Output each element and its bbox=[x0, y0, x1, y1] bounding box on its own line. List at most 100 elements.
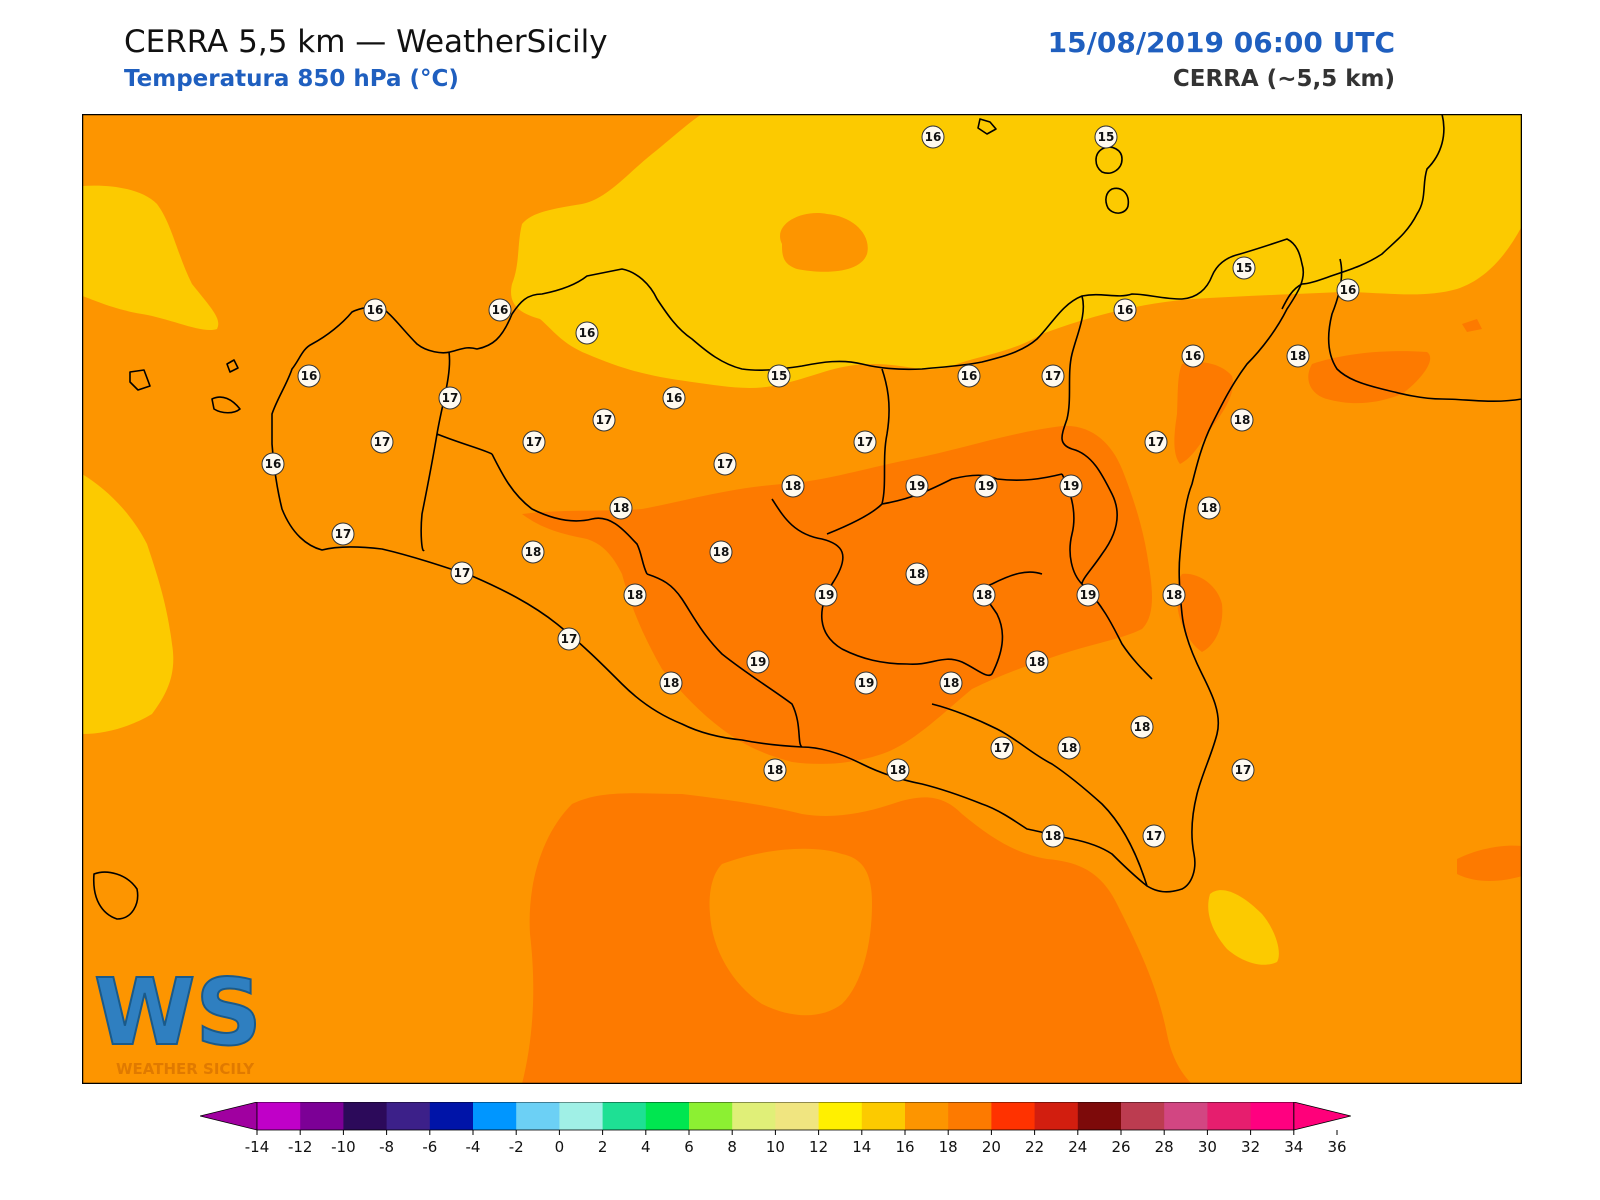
island-ustica bbox=[226, 359, 239, 373]
station-circle bbox=[763, 758, 787, 782]
station-circle bbox=[363, 298, 387, 322]
field-14-16-west bbox=[82, 185, 219, 331]
colorbar-tick-label: 6 bbox=[684, 1138, 694, 1156]
colorbar-segment bbox=[1121, 1102, 1165, 1130]
colorbar-segment bbox=[818, 1102, 863, 1130]
station-value: 16 bbox=[1185, 349, 1202, 363]
station-marker: 16 bbox=[575, 321, 599, 345]
station-marker: 16 bbox=[921, 125, 945, 149]
station-value: 18 bbox=[1045, 829, 1062, 843]
colorbar-tick-label: 26 bbox=[1111, 1138, 1130, 1156]
station-circle bbox=[972, 583, 996, 607]
station-marker: 17 bbox=[713, 452, 737, 476]
colorbar-tick-label: -4 bbox=[466, 1138, 481, 1156]
colorbar-segment bbox=[1207, 1102, 1252, 1130]
field-14-16-north bbox=[511, 114, 1522, 388]
station-value: 16 bbox=[666, 391, 683, 405]
station-circle bbox=[767, 364, 791, 388]
colorbar-tick-label: 12 bbox=[809, 1138, 828, 1156]
station-value: 18 bbox=[1234, 413, 1251, 427]
colorbar-tick-label: -10 bbox=[331, 1138, 356, 1156]
station-circle bbox=[1057, 736, 1081, 760]
island-aeolian-3 bbox=[1105, 187, 1130, 214]
station-marker: 17 bbox=[990, 736, 1014, 760]
station-circle bbox=[1025, 650, 1049, 674]
station-circle bbox=[1142, 824, 1166, 848]
colorbar-tick-label: 20 bbox=[982, 1138, 1001, 1156]
station-marker: 18 bbox=[521, 540, 545, 564]
station-value: 17 bbox=[994, 741, 1011, 755]
colorbar-tick-label: 32 bbox=[1241, 1138, 1260, 1156]
field-14-16-southwest bbox=[82, 474, 174, 734]
station-marker: 18 bbox=[972, 583, 996, 607]
colorbar-segment bbox=[559, 1102, 604, 1130]
station-marker: 16 bbox=[261, 452, 285, 476]
station-marker: 18 bbox=[609, 496, 633, 520]
station-marker: 18 bbox=[886, 758, 910, 782]
colorbar-segment bbox=[1250, 1102, 1295, 1130]
station-circle bbox=[1041, 824, 1065, 848]
station-marker: 17 bbox=[1144, 430, 1168, 454]
field-18-20-calabria bbox=[1308, 351, 1431, 404]
station-value: 17 bbox=[1235, 763, 1252, 777]
colorbar-tick-label: 14 bbox=[852, 1138, 871, 1156]
station-circle bbox=[1162, 583, 1186, 607]
colorbar-tick-label: -14 bbox=[245, 1138, 270, 1156]
station-value: 16 bbox=[579, 326, 596, 340]
station-marker: 18 bbox=[1197, 496, 1221, 520]
colorbar-segment bbox=[948, 1102, 992, 1130]
colorbar-segment bbox=[1034, 1102, 1079, 1130]
colorbar-segment bbox=[429, 1102, 474, 1130]
station-marker: 18 bbox=[1286, 344, 1310, 368]
station-value: 15 bbox=[1098, 130, 1115, 144]
station-value: 17 bbox=[1148, 435, 1165, 449]
station-circle bbox=[1130, 715, 1154, 739]
station-marker: 15 bbox=[767, 364, 791, 388]
station-value: 18 bbox=[613, 501, 630, 515]
station-marker: 19 bbox=[814, 583, 838, 607]
weathersicily-logo: WS WEATHER SICILY bbox=[93, 958, 263, 1078]
station-circle bbox=[1059, 474, 1083, 498]
colorbar-tick-label: 36 bbox=[1327, 1138, 1346, 1156]
station-value: 17 bbox=[442, 391, 459, 405]
station-circle bbox=[575, 321, 599, 345]
colorbar-segment bbox=[905, 1102, 949, 1130]
station-circle bbox=[488, 298, 512, 322]
calabria-coast bbox=[1281, 114, 1522, 403]
station-marker: 18 bbox=[905, 562, 929, 586]
station-marker: 17 bbox=[1231, 758, 1255, 782]
station-circle bbox=[1197, 496, 1221, 520]
colorbar-segment bbox=[861, 1102, 906, 1130]
station-circle bbox=[623, 583, 647, 607]
forecast-datetime: 15/08/2019 06:00 UTC bbox=[1047, 26, 1395, 59]
temperature-colorbar: -14 -12 -10 -8 -6 -4 -2 0 2 4 6 8 10 12 14 16 18 20 22 24 26… bbox=[199, 1101, 1400, 1166]
colorbar-under-arrow bbox=[199, 1101, 258, 1131]
station-circle bbox=[990, 736, 1014, 760]
colorbar-tick-label: 34 bbox=[1284, 1138, 1303, 1156]
station-value: 18 bbox=[767, 763, 784, 777]
station-value: 17 bbox=[1045, 369, 1062, 383]
station-circle bbox=[438, 386, 462, 410]
colorbar-tick-label: -12 bbox=[288, 1138, 313, 1156]
station-marker: 19 bbox=[974, 474, 998, 498]
station-marker: 18 bbox=[1057, 736, 1081, 760]
colorbar-segment bbox=[473, 1102, 517, 1130]
station-marker: 18 bbox=[623, 583, 647, 607]
colorbar-segment bbox=[1164, 1102, 1208, 1130]
station-value: 18 bbox=[1061, 741, 1078, 755]
station-value: 16 bbox=[367, 303, 384, 317]
colorbar-tick-label: 4 bbox=[641, 1138, 651, 1156]
colorbar-segment bbox=[689, 1102, 733, 1130]
station-markers: 16 15 15 16 16 16 16 16 18 16 17 16 15 16 16 17 17 17 18 16… bbox=[261, 125, 1360, 848]
island-aegadi-2 bbox=[211, 396, 241, 414]
field-16-18-pocket bbox=[709, 848, 872, 1016]
colorbar-segments bbox=[199, 1101, 1351, 1131]
station-circle bbox=[814, 583, 838, 607]
colorbar-tick-label: -2 bbox=[509, 1138, 524, 1156]
station-value: 18 bbox=[1134, 720, 1151, 734]
station-marker: 16 bbox=[957, 364, 981, 388]
colorbar-segment bbox=[1077, 1102, 1122, 1130]
station-marker: 18 bbox=[1162, 583, 1186, 607]
colorbar-segment bbox=[516, 1102, 560, 1130]
colorbar-tick-label: 0 bbox=[555, 1138, 565, 1156]
